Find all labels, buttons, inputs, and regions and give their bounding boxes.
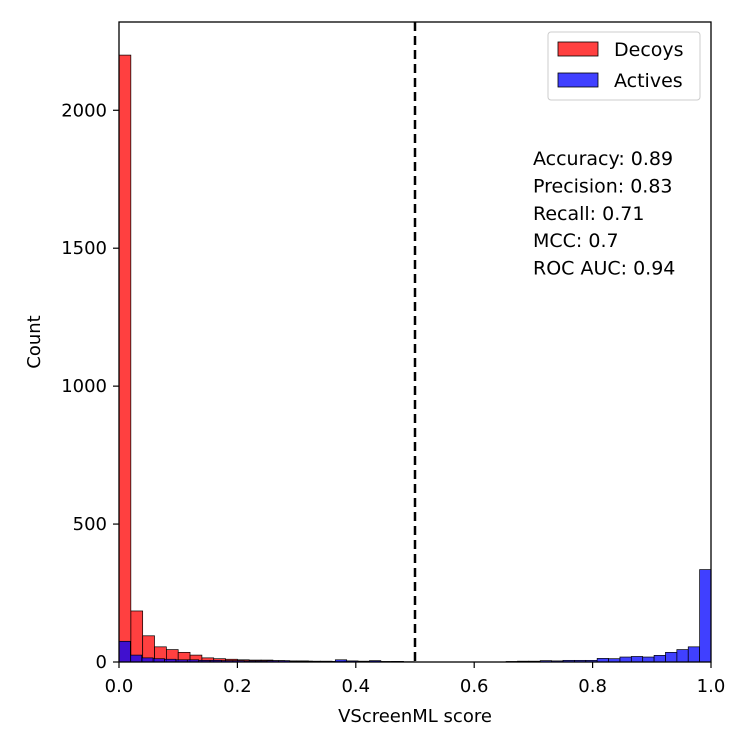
metric-roc-auc: ROC AUC: 0.94 [533, 258, 675, 280]
legend-label-actives: Actives [614, 70, 683, 92]
x-tick-label-3: 0.6 [460, 676, 489, 697]
actives-bar-46 [642, 656, 655, 663]
x-tick-label-1: 0.2 [223, 676, 252, 697]
metrics-annotation: Accuracy: 0.89 Precision: 0.83 Recall: 0… [533, 148, 675, 280]
legend-swatch-actives [557, 72, 599, 88]
metric-recall: Recall: 0.71 [533, 203, 644, 225]
actives-bar-49 [676, 649, 689, 663]
actives-bar-51 [699, 569, 712, 663]
y-tick-label-2: 1000 [61, 376, 107, 397]
plot-frame [118, 21, 712, 663]
x-tick-label-4: 0.8 [578, 676, 607, 697]
metric-accuracy: Accuracy: 0.89 [533, 148, 673, 170]
y-tick-label-0: 0 [96, 652, 107, 673]
actives-bar-44 [619, 656, 632, 663]
y-tick-label-4: 2000 [61, 100, 107, 121]
legend-swatch-decoys [557, 41, 599, 57]
y-tick-label-1: 500 [73, 514, 107, 535]
x-tick-label-5: 1.0 [697, 676, 726, 697]
decoys-bars [118, 54, 416, 663]
x-axis: 0.0 0.2 0.4 0.6 0.8 1.0 [105, 662, 726, 697]
metric-mcc: MCC: 0.7 [533, 230, 619, 252]
x-tick-label-2: 0.4 [341, 676, 370, 697]
x-tick-label-0: 0.0 [105, 676, 134, 697]
y-axis: 0 500 1000 1500 2000 [61, 100, 119, 673]
actives-bar-1 [130, 654, 143, 663]
actives-bar-0 [118, 640, 131, 663]
metric-precision: Precision: 0.83 [533, 175, 673, 197]
legend: Decoys Actives [547, 31, 701, 101]
decoys-bar-0 [118, 54, 132, 663]
decoys-bar-1 [130, 610, 144, 663]
legend-label-decoys: Decoys [614, 39, 684, 61]
y-axis-label: Count [24, 315, 45, 368]
y-tick-label-3: 1500 [61, 238, 107, 259]
actives-bar-48 [665, 651, 678, 663]
actives-bar-47 [653, 655, 666, 663]
x-axis-label: VScreenML score [338, 706, 492, 727]
actives-bar-50 [687, 646, 700, 663]
actives-bar-45 [630, 656, 644, 663]
